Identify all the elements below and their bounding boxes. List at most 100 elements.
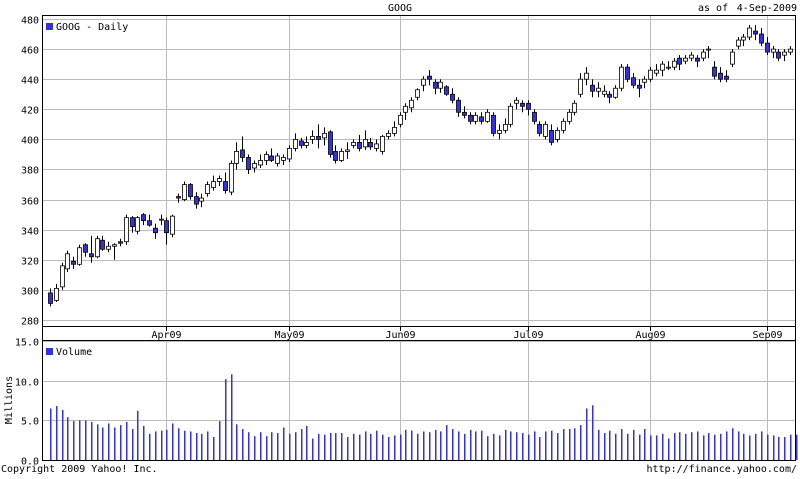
price-tick-label: 280: [21, 317, 39, 328]
candle-body-down: [712, 66, 717, 77]
candle-body-down: [316, 135, 321, 140]
volume-bar: [423, 431, 425, 460]
volume-bar: [132, 429, 134, 460]
volume-bar: [732, 428, 734, 460]
volume-bar: [91, 421, 93, 460]
candle: [771, 46, 776, 59]
candle-body-up: [293, 138, 298, 149]
price-grid: [43, 16, 795, 326]
candle: [229, 160, 234, 196]
candle-body-down: [71, 260, 76, 265]
candle: [328, 130, 333, 158]
candle: [339, 148, 344, 162]
volume-bar: [62, 410, 64, 460]
volume-bar: [650, 435, 652, 460]
candle-body-up: [747, 27, 752, 38]
candle-body-up: [415, 89, 420, 98]
volume-bar: [621, 429, 623, 460]
candle: [141, 213, 146, 226]
candle: [322, 127, 327, 146]
candle-body-up: [438, 81, 443, 89]
candle-body-up: [602, 90, 607, 95]
candle-body-down: [590, 84, 595, 92]
candle-body-down: [520, 102, 525, 107]
candle: [176, 193, 181, 203]
volume-bar: [528, 434, 530, 460]
volume-bar: [219, 421, 221, 460]
price-legend: GOOG - Daily: [46, 22, 128, 33]
candle-body-up: [170, 215, 175, 235]
candle: [415, 88, 420, 101]
candle-body-up: [654, 69, 659, 74]
volume-bar: [487, 436, 489, 460]
volume-bar: [644, 429, 646, 460]
candle-body-down: [724, 75, 729, 80]
candle: [264, 151, 269, 165]
price-tick-label: 320: [21, 257, 39, 268]
candle: [712, 61, 717, 80]
volume-bar: [359, 434, 361, 460]
candle-body-up: [77, 247, 82, 265]
candle-body-down: [479, 116, 484, 122]
as-of-label: as of: [698, 3, 728, 14]
candle: [275, 152, 280, 167]
candle: [473, 112, 478, 125]
candle-body-up: [351, 142, 356, 146]
volume-bar: [388, 436, 390, 460]
candle: [497, 124, 502, 140]
candle-body-up: [706, 48, 711, 51]
volume-bar: [475, 431, 477, 460]
volume-axis-label: Millions: [4, 376, 15, 424]
candle: [753, 25, 758, 41]
candle: [724, 70, 729, 83]
candle-body-up: [771, 48, 776, 53]
price-tick-label: 380: [21, 166, 39, 177]
candle: [625, 64, 630, 83]
candle: [666, 61, 671, 71]
candle: [199, 193, 204, 208]
volume-bar: [656, 435, 658, 460]
candle-body-up: [229, 163, 234, 193]
volume-bar: [720, 433, 722, 460]
volume-bar: [306, 425, 308, 460]
chart-title: GOOG: [388, 3, 412, 14]
candle-body-up: [339, 151, 344, 161]
candle-body-down: [631, 77, 636, 86]
candle: [409, 97, 414, 113]
volume-bar: [505, 429, 507, 460]
volume-bars: [50, 374, 798, 460]
volume-bar: [126, 421, 128, 460]
source-url[interactable]: http://finance.yahoo.com/: [646, 464, 797, 475]
volume-bar: [394, 435, 396, 460]
volume-bar: [790, 434, 792, 460]
volume-bar: [172, 423, 174, 460]
candle: [619, 64, 624, 92]
candle-body-up: [741, 36, 746, 41]
candle: [468, 112, 473, 125]
candle-body-up: [782, 51, 787, 56]
candle: [450, 88, 455, 104]
candle-body-up: [689, 54, 694, 59]
candle: [287, 145, 292, 162]
volume-bar: [586, 408, 588, 460]
candle-body-up: [275, 155, 280, 164]
candle-body-up: [199, 197, 204, 202]
candle-body-down: [765, 42, 770, 53]
candle-body-up: [380, 135, 385, 152]
candle-body-down: [48, 292, 53, 304]
candle: [71, 256, 76, 269]
price-tick-label: 300: [21, 287, 39, 298]
price-tick-label: 360: [21, 197, 39, 208]
candle-body-down: [637, 84, 642, 89]
volume-bar: [295, 432, 297, 460]
candle-body-up: [60, 265, 65, 288]
volume-bar: [347, 436, 349, 460]
volume-bar: [312, 438, 314, 460]
volume-bar: [382, 434, 384, 460]
candle-body-up: [567, 111, 572, 122]
candle-body-up: [234, 151, 239, 164]
candle: [706, 46, 711, 59]
volume-bar: [604, 433, 606, 460]
candle: [188, 183, 193, 200]
volume-bar: [679, 432, 681, 460]
